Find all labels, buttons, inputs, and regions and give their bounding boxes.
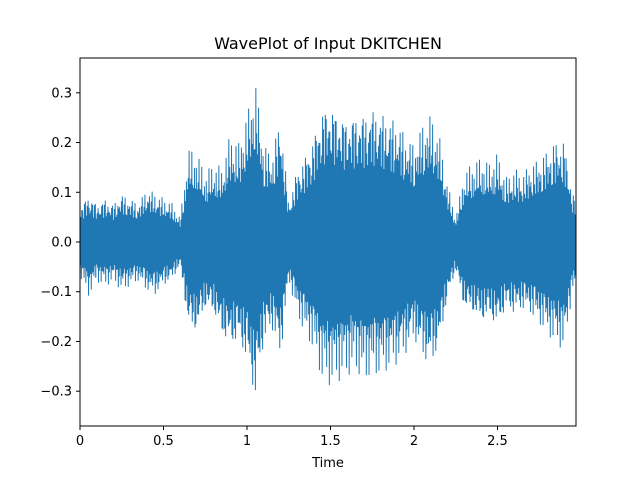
x-tick-label: 1	[243, 434, 251, 449]
waveform-layer	[79, 87, 577, 391]
y-axis: −0.3 −0.2 −0.1 0.0 0.1 0.2 0.3	[40, 86, 80, 400]
x-tick-label: 2	[410, 434, 418, 449]
y-tick-label: −0.1	[40, 285, 72, 300]
y-tick-label: −0.3	[40, 385, 72, 400]
x-tick-label: 0.5	[153, 434, 174, 449]
x-tick-label: 2.5	[487, 434, 508, 449]
chart-title: WavePlot of Input DKITCHEN	[214, 34, 442, 53]
x-axis-label: Time	[311, 456, 344, 471]
y-tick-label: 0.2	[51, 136, 72, 151]
x-tick-label: 1.5	[320, 434, 341, 449]
y-tick-label: 0.1	[51, 186, 72, 201]
x-axis: 0 0.5 1 1.5 2 2.5	[76, 426, 508, 449]
y-tick-label: −0.2	[40, 335, 72, 350]
y-tick-label: 0.0	[51, 236, 72, 251]
waveform-core	[80, 151, 573, 333]
x-tick-label: 0	[76, 434, 84, 449]
y-tick-label: 0.3	[51, 86, 72, 101]
